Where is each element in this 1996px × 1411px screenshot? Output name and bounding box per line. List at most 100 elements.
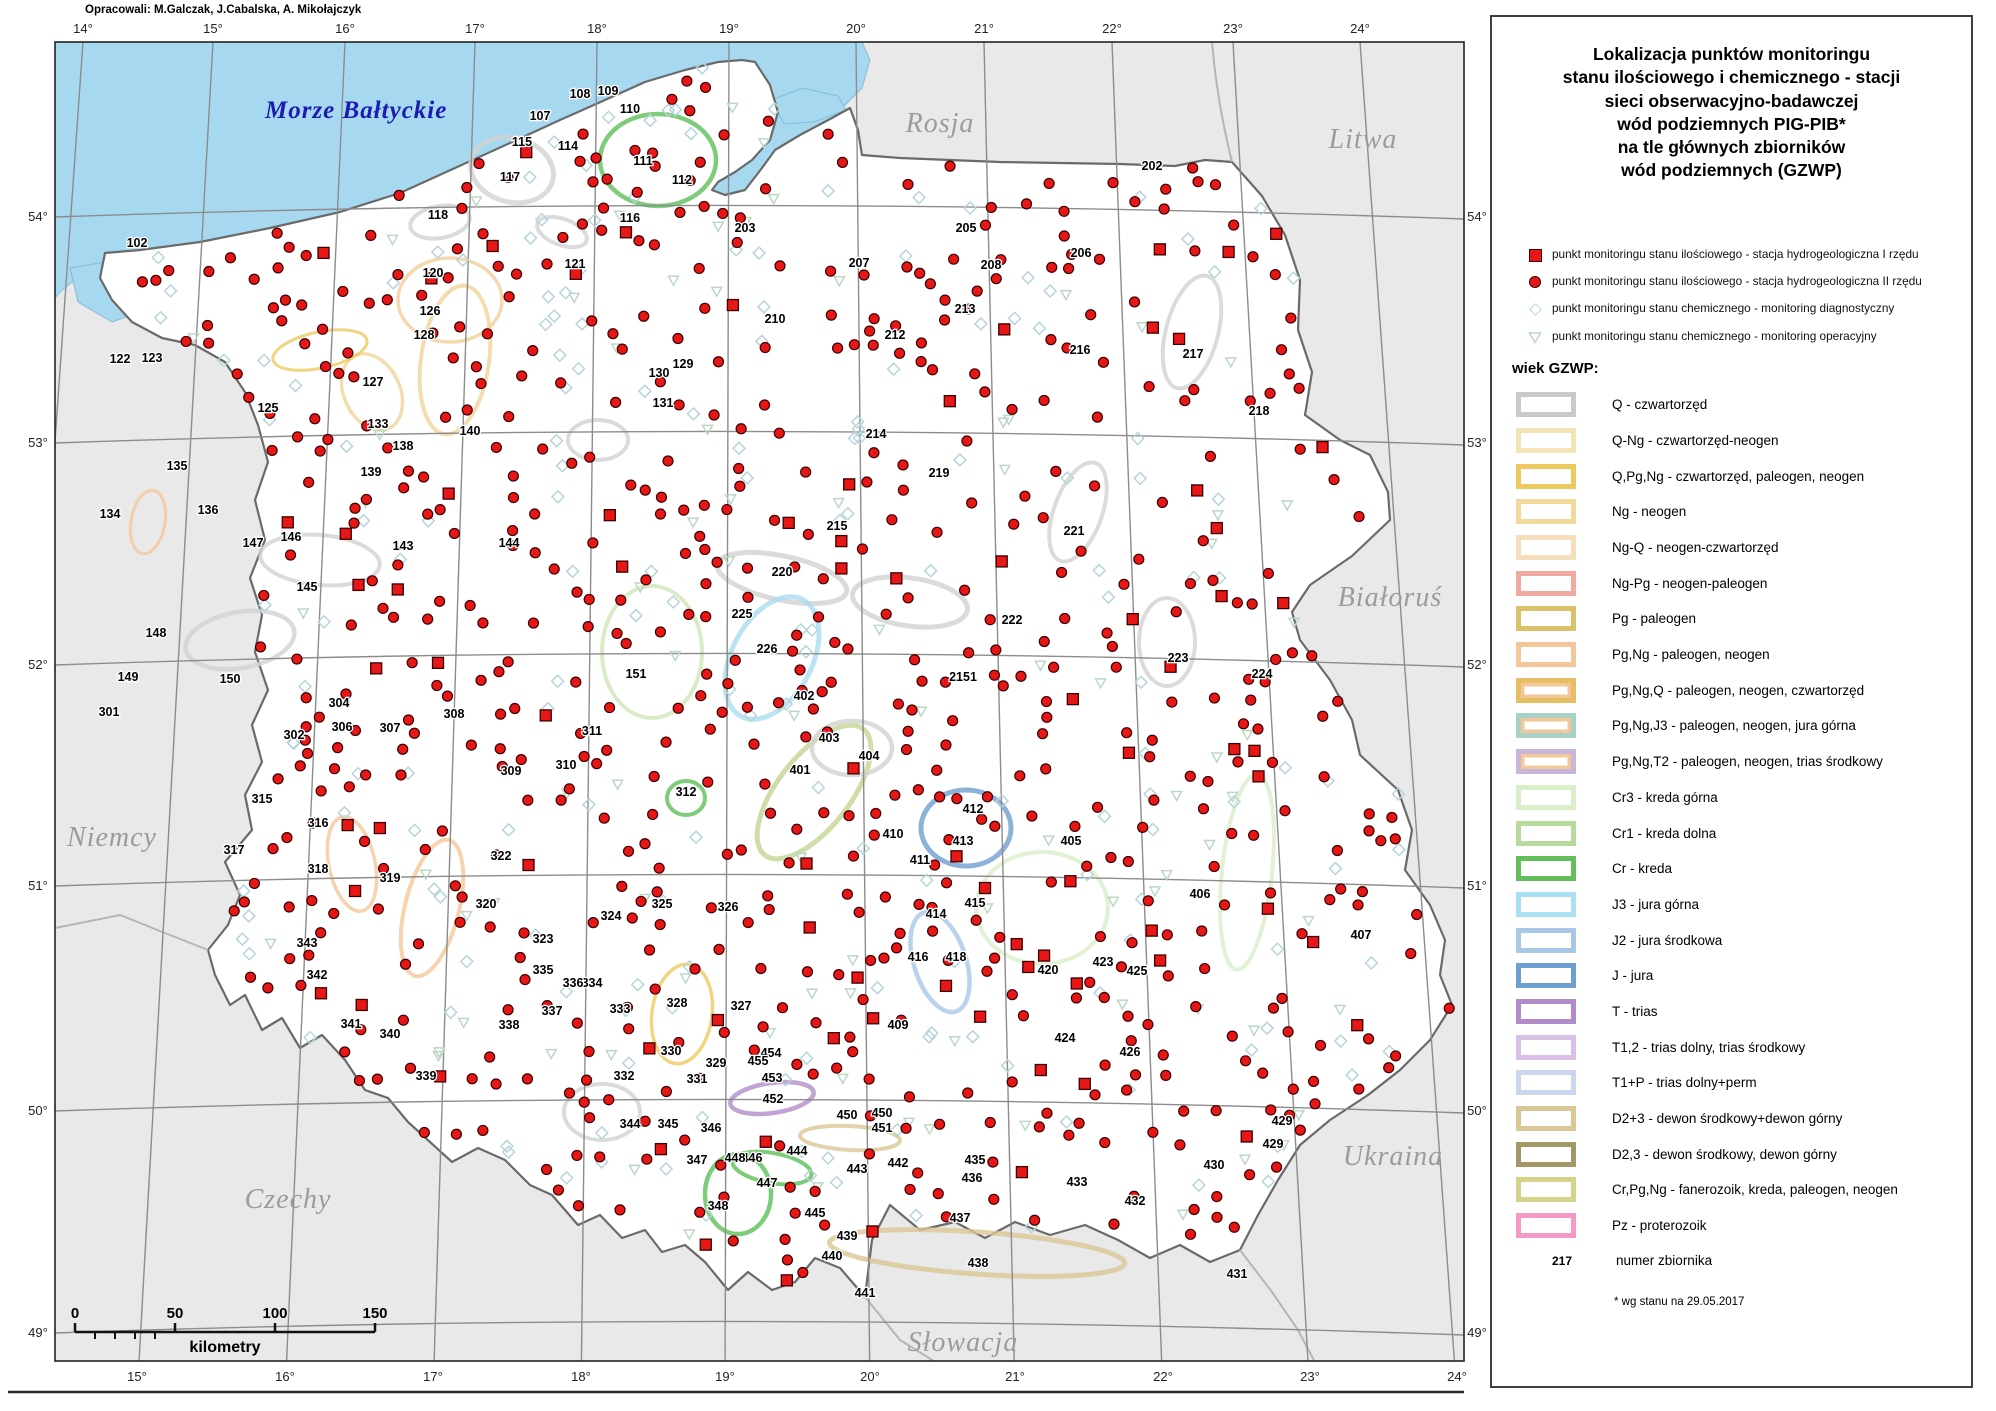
quantity-point-grade2 bbox=[868, 447, 880, 459]
quantity-point-grade2 bbox=[224, 252, 237, 264]
quantity-point-grade2 bbox=[1118, 578, 1130, 590]
reservoir-number: 145 bbox=[297, 580, 318, 594]
scale-bar: 0 50 100 150 kilometry bbox=[69, 1304, 389, 1357]
quantity-point-grade2 bbox=[1386, 811, 1398, 824]
chemical-diagnostic-point bbox=[695, 1110, 710, 1125]
reservoir-number-sample: 217 bbox=[1552, 1253, 1573, 1268]
quantity-point-grade2 bbox=[915, 356, 927, 368]
quantity-point-grade1 bbox=[943, 395, 956, 408]
parallel-label-right: 53° bbox=[1467, 435, 1487, 450]
chemical-operational-point bbox=[1210, 752, 1224, 764]
quantity-point-grade2 bbox=[484, 921, 496, 933]
quantity-point-grade2 bbox=[843, 810, 855, 822]
reservoir-number: 453 bbox=[762, 1071, 783, 1085]
quantity-point-grade2 bbox=[824, 265, 837, 277]
quantity-point-grade2 bbox=[393, 189, 405, 201]
quantity-point-grade2 bbox=[355, 1024, 367, 1036]
quantity-point-grade2 bbox=[418, 1126, 430, 1139]
quantity-point-grade2 bbox=[248, 273, 260, 285]
quantity-point-grade2 bbox=[1166, 696, 1178, 708]
gzwp-swatch bbox=[1516, 820, 1576, 846]
legend-point-item: punkt monitoringu stanu ilościowego - st… bbox=[1518, 247, 1959, 262]
chemical-operational-point bbox=[264, 938, 277, 950]
quantity-point-grade1 bbox=[616, 560, 629, 573]
chemical-diagnostic-point bbox=[856, 841, 871, 856]
quantity-point-grade2 bbox=[984, 614, 996, 626]
chemical-operational-point bbox=[613, 210, 626, 222]
quantity-point-grade1 bbox=[835, 562, 848, 575]
quantity-point-grade2 bbox=[465, 739, 477, 751]
reservoir-number: 343 bbox=[297, 936, 318, 950]
quantity-point-grade2 bbox=[847, 850, 860, 862]
quantity-point-grade2 bbox=[648, 239, 660, 251]
chemical-diagnostic-point bbox=[898, 248, 913, 263]
quantity-point-grade2 bbox=[300, 249, 312, 262]
reservoir-number: 448 bbox=[725, 1151, 746, 1165]
quantity-point-grade2 bbox=[694, 1206, 706, 1218]
quantity-point-grade2 bbox=[406, 657, 418, 669]
quantity-point-grade2 bbox=[940, 1211, 952, 1223]
quantity-point-grade2 bbox=[461, 181, 473, 194]
quantity-point-grade2 bbox=[1063, 1129, 1075, 1141]
country-border-line bbox=[55, 913, 209, 951]
axis-labels: 14° 15° 15° 16° 16° 17° 17° 18° 18° 19° 19° 20° 20° 2… bbox=[28, 21, 1487, 1384]
quantity-point-grade2 bbox=[763, 903, 775, 916]
gzwp-label: J2 - jura środkowa bbox=[1612, 932, 1723, 948]
gzwp-swatch bbox=[1516, 463, 1576, 489]
quantity-point-grade2 bbox=[587, 537, 599, 549]
chemical-diagnostic-point bbox=[778, 1072, 793, 1087]
quantity-point-grade2 bbox=[1040, 695, 1053, 708]
quantity-point-grade2 bbox=[1062, 262, 1075, 275]
reservoir-number: 138 bbox=[393, 439, 414, 453]
gzwp-swatch bbox=[1516, 963, 1576, 989]
quantity-point-grade2 bbox=[822, 128, 834, 140]
quantity-point-grade2 bbox=[900, 1122, 912, 1134]
quantity-point-grade2 bbox=[902, 725, 914, 737]
quantity-point-grade2 bbox=[947, 715, 959, 727]
quantity-point-grade2 bbox=[1015, 670, 1027, 682]
gzwp-item: J - jura bbox=[1492, 958, 1971, 994]
quantity-point-grade2 bbox=[1033, 1121, 1045, 1133]
gzwp-label: T1,2 - trias dolny, trias środkowy bbox=[1612, 1039, 1806, 1055]
quantity-point-grade2 bbox=[436, 825, 448, 837]
reservoir-number: 325 bbox=[652, 897, 673, 911]
quantity-point-grade2 bbox=[1252, 723, 1264, 735]
quantity-point-grade1 bbox=[442, 487, 455, 500]
quantity-point-grade2 bbox=[1184, 770, 1196, 782]
quantity-point-grade2 bbox=[916, 675, 928, 687]
quantity-point-grade2 bbox=[315, 927, 327, 939]
quantity-point-grade2 bbox=[1019, 490, 1031, 502]
chemical-diagnostic-point bbox=[443, 1005, 458, 1020]
reservoir-number: 346 bbox=[701, 1121, 722, 1135]
quantity-point-grade1 bbox=[1172, 332, 1186, 346]
chemical-diagnostic-point bbox=[286, 735, 301, 750]
chemical-operational-point bbox=[1205, 538, 1218, 550]
chemical-diagnostic-point bbox=[732, 441, 747, 456]
reservoir-number: 444 bbox=[787, 1144, 808, 1158]
quantity-point-grade2 bbox=[940, 739, 952, 751]
gzwp-label: J3 - jura górna bbox=[1612, 896, 1700, 912]
quantity-point-grade1 bbox=[1270, 227, 1283, 240]
chemical-operational-point bbox=[605, 1049, 618, 1062]
chemical-operational-point bbox=[1170, 790, 1183, 803]
chemical-diagnostic-point bbox=[1080, 867, 1095, 882]
reservoir-number: 147 bbox=[243, 536, 264, 550]
quantity-point-grade2 bbox=[540, 1163, 553, 1176]
quantity-point-grade1 bbox=[520, 145, 533, 159]
quantity-point-grade2 bbox=[439, 411, 452, 423]
chemical-diagnostic-point bbox=[803, 1168, 818, 1183]
quantity-point-grade2 bbox=[1122, 1010, 1134, 1022]
quantity-point-grade2 bbox=[313, 711, 325, 723]
quantity-point-grade2 bbox=[931, 526, 943, 538]
quantity-point-grade2 bbox=[1121, 727, 1133, 739]
quantity-point-grade2 bbox=[791, 1058, 803, 1070]
quantity-point-grade2 bbox=[693, 262, 705, 275]
quantity-point-grade2 bbox=[417, 471, 430, 483]
chemical-diagnostic-point bbox=[1207, 264, 1222, 279]
reservoir-number: 301 bbox=[99, 705, 120, 719]
chemical-operational-point bbox=[1292, 1110, 1306, 1122]
chemical-diagnostic-point bbox=[965, 1029, 980, 1044]
quantity-point-grade1 bbox=[759, 1135, 772, 1148]
quantity-point-grade2 bbox=[399, 958, 412, 970]
chemical-diagnostic-point bbox=[522, 170, 537, 185]
